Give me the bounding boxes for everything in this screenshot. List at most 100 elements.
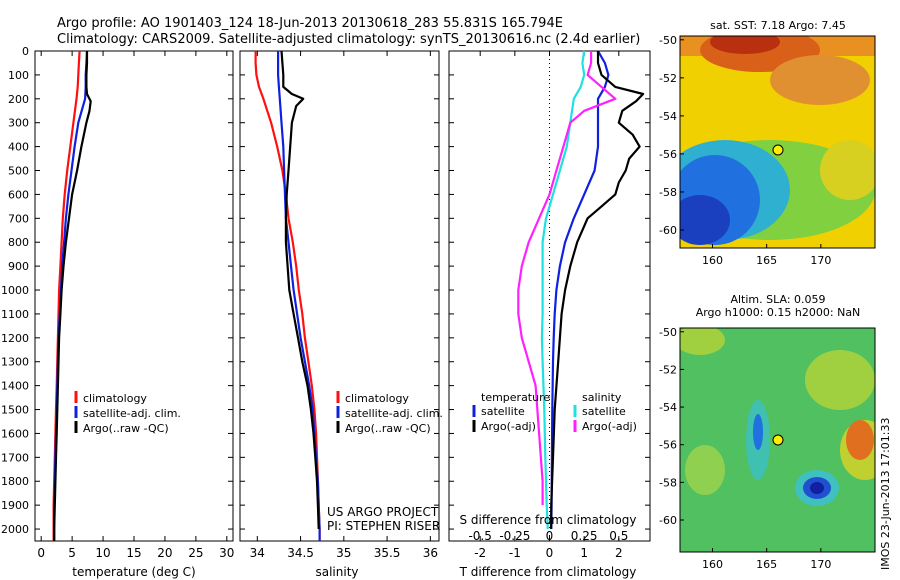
y-tick-label: 1300 — [1, 356, 29, 369]
sst-map-title: sat. SST: 7.18 Argo: 7.45 — [710, 19, 846, 32]
legend-title-temperature: temperature — [481, 391, 550, 404]
sst-hot-patch — [710, 36, 780, 54]
x-tick-label: -1 — [509, 546, 521, 560]
sla-yellow-patch-1 — [680, 328, 725, 355]
series-line-0 — [254, 51, 321, 541]
sla-deep-eddy — [810, 482, 824, 494]
map-y-tick-label: -60 — [659, 224, 677, 237]
legend-title-salinity: salinity — [582, 391, 622, 404]
map-y-tick-label: -60 — [659, 514, 677, 527]
y-tick-label: 200 — [8, 93, 29, 106]
x-tick-label: -2 — [474, 546, 486, 560]
x-tick-label: 35 — [336, 546, 351, 560]
legend-label-satellite: satellite-adj. clim. — [83, 407, 181, 420]
map-y-tick-label: -52 — [659, 72, 677, 85]
x-tick-label: 0 — [37, 546, 45, 560]
x-tick-label: 36 — [423, 546, 438, 560]
salinity-panel: 34 34.5 35 35.5 36 — [239, 50, 440, 560]
legend-label-s-argo: Argo(-adj) — [582, 420, 637, 433]
x-tick-label: 34 — [250, 546, 265, 560]
y-tick-label: 1800 — [1, 475, 29, 488]
map-y-tick-label: -50 — [659, 34, 677, 47]
x-tick-label: 34.5 — [287, 546, 314, 560]
sla-map-title: Altim. SLA: 0.059 — [730, 293, 825, 306]
x-tick-label: 25 — [188, 546, 203, 560]
map-x-tick-label: 160 — [702, 254, 723, 267]
series-line-2 — [280, 50, 320, 530]
y-tick-label: 2000 — [1, 523, 29, 536]
title-line-1: Argo profile: AO 1901403_124 18-Jun-2013… — [57, 16, 563, 31]
y-tick-label: 1000 — [1, 284, 29, 297]
x-tick-label: 30 — [219, 546, 234, 560]
timestamp-stamp: IMOS 23-Jun-2013 17:01:33 — [879, 417, 892, 570]
map-y-tick-label: -58 — [659, 186, 677, 199]
legend-label-s-satellite: satellite — [582, 405, 626, 418]
y-tick-label: 400 — [8, 141, 29, 154]
map-y-tick-label: -54 — [659, 401, 677, 414]
x-tick-label: 10 — [95, 546, 110, 560]
x-tick-label: 20 — [157, 546, 172, 560]
legend-label-argo: Argo(..raw -QC) — [345, 422, 431, 435]
map-y-tick-label: -58 — [659, 476, 677, 489]
y-tick-label: 300 — [8, 117, 29, 130]
difference-xlabel: T difference from climatology — [459, 565, 637, 579]
series-line-2 — [53, 51, 92, 541]
legend-label-climatology: climatology — [345, 392, 409, 405]
salinity-xlabel: salinity — [315, 565, 358, 579]
x2-tick-label: 0.25 — [571, 529, 598, 543]
sst-deep-blue-zone — [680, 195, 730, 245]
y-tick-label: 0 — [22, 45, 29, 58]
sla-map-axes: 160 165 170 -50 -52 -54 -56 -58 -60 — [659, 326, 831, 571]
y-tick-label: 600 — [8, 188, 29, 201]
project-annotation: US ARGO PROJECT — [327, 505, 439, 519]
x2-tick-label: 0.5 — [609, 529, 628, 543]
sla-map: Altim. SLA: 0.059 Argo h1000: 0.15 h2000… — [659, 293, 876, 571]
map-y-tick-label: -56 — [659, 439, 677, 452]
x-tick-label: 1 — [580, 546, 588, 560]
y-tick-label: 1700 — [1, 451, 29, 464]
y-tick-label: 1900 — [1, 499, 29, 512]
plot-frame — [239, 50, 440, 542]
temperature-panel: 0 5 10 15 20 25 300100200300400500600700800900… — [1, 45, 234, 560]
x-tick-label: 15 — [126, 546, 141, 560]
x-tick-label: 35.5 — [374, 546, 401, 560]
map-x-tick-label: 170 — [810, 558, 831, 571]
series-line-0 — [52, 50, 81, 541]
y-tick-label: 1500 — [1, 404, 29, 417]
series-line-1 — [550, 51, 645, 529]
y-tick-label: 800 — [8, 236, 29, 249]
difference-x2label: S difference from climatology — [460, 513, 637, 527]
plot-frame — [34, 50, 234, 542]
sla-yellow-patch-2 — [805, 350, 875, 410]
y-tick-label: 1200 — [1, 332, 29, 345]
sst-map-axes: 160 165 170 -50 -52 -54 -56 -58 -60 — [659, 34, 831, 267]
series-line-2 — [540, 50, 586, 530]
y-tick-label: 700 — [8, 212, 29, 225]
map-x-tick-label: 170 — [810, 254, 831, 267]
sst-mid-patch — [770, 55, 870, 105]
temperature-legend: climatology satellite-adj. clim. Argo(..… — [74, 391, 181, 435]
x2-tick-label: -0.5 — [468, 529, 491, 543]
argo-float-marker — [772, 144, 784, 156]
y-tick-label: 100 — [8, 69, 29, 82]
sla-light-patch — [685, 445, 725, 495]
y-tick-label: 1100 — [1, 308, 29, 321]
sst-yellow-east — [820, 140, 875, 200]
difference-legend: temperature satellite Argo(-adj) salinit… — [472, 391, 637, 433]
map-y-tick-label: -54 — [659, 110, 677, 123]
title-line-2: Climatology: CARS2009. Satellite-adjuste… — [57, 32, 640, 47]
sla-orange-patch — [846, 420, 874, 460]
map-x-tick-label: 165 — [756, 558, 777, 571]
sla-map-frame — [679, 327, 876, 553]
series-line-0 — [550, 50, 610, 530]
y-tick-label: 500 — [8, 165, 29, 178]
sst-map: sat. SST: 7.18 Argo: 7.45 160 165 170 -50 -5… — [659, 19, 876, 267]
argo-float-marker — [772, 434, 784, 446]
legend-label-t-satellite: satellite — [481, 405, 525, 418]
legend-label-satellite: satellite-adj. clim. — [345, 407, 443, 420]
salinity-legend: climatology satellite-adj. clim. Argo(..… — [336, 391, 443, 435]
legend-label-argo: Argo(..raw -QC) — [83, 422, 169, 435]
map-x-tick-label: 160 — [702, 558, 723, 571]
